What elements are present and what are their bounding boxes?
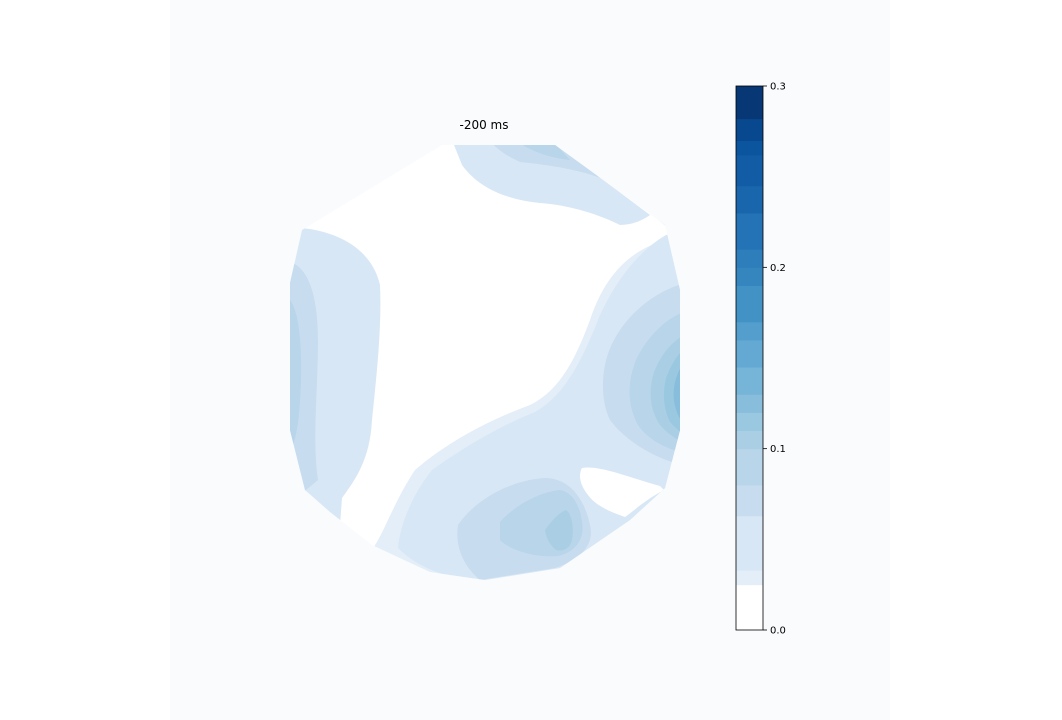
colorbar-band — [736, 515, 763, 571]
contour-region — [673, 355, 680, 428]
chart-title: -200 ms — [460, 118, 509, 132]
colorbar-frame — [735, 85, 764, 631]
topomap — [290, 145, 680, 580]
colorbar-band — [736, 140, 763, 156]
colorbar-band — [736, 185, 763, 214]
colorbar-band — [736, 412, 763, 432]
colorbar-tick-label: 0.0 — [770, 626, 786, 637]
contour-region — [490, 145, 600, 178]
colorbar-band — [736, 367, 763, 395]
colorbar-band — [736, 212, 763, 250]
colorbar-ticks: 0.0 0.1 0.2 0.3 — [763, 82, 786, 637]
colorbar: 0.0 0.1 0.2 0.3 — [735, 82, 786, 637]
colorbar-band — [736, 154, 763, 187]
contour-region — [452, 145, 650, 225]
colorbar-band — [736, 430, 763, 450]
colorbar-band — [736, 339, 763, 368]
colorbar-band — [736, 249, 763, 268]
contour-region — [515, 145, 570, 160]
contour-region — [290, 300, 302, 445]
colorbar-band — [736, 267, 763, 286]
colorbar-band — [736, 394, 763, 413]
colorbar-band — [736, 118, 763, 141]
colorbar-band — [736, 570, 763, 586]
colorbar-band — [736, 321, 763, 341]
colorbar-bands — [736, 86, 763, 631]
contour-region-empty — [580, 467, 664, 517]
colorbar-tick-label: 0.2 — [770, 263, 786, 274]
contour-region — [545, 510, 573, 551]
colorbar-band — [736, 484, 763, 517]
colorbar-band — [736, 86, 763, 120]
colorbar-band — [736, 448, 763, 486]
colorbar-band — [736, 584, 763, 631]
colorbar-band — [736, 285, 763, 323]
colorbar-tick-label: 0.3 — [770, 82, 786, 93]
colorbar-tick-label: 0.1 — [770, 444, 786, 455]
